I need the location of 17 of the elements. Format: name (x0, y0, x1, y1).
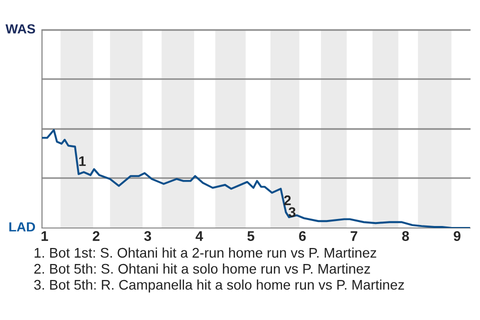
text: WAS (6, 24, 36, 34)
text: 1. Bot 1st: S. Ohtani hit a 2-run home run vs P. Martinez (34, 248, 376, 258)
text: 2. Bot 5th: S. Ohtani hit a solo home run vs P. Martinez (34, 264, 370, 274)
x-tick-label: 4 (196, 231, 204, 241)
x-tick-label: 2 (92, 231, 100, 241)
x-tick-label: 5 (247, 231, 254, 241)
x-tick-label: 7 (350, 231, 358, 241)
x-tick-label: 9 (454, 231, 460, 241)
annotation: 3 (288, 207, 296, 218)
text: 3. Bot 5th: R. Campanella hit a solo home run vs P. Martinez (34, 280, 404, 292)
annotation: 1 (79, 156, 86, 166)
x-tick-label: 1 (42, 231, 48, 241)
x-tick-label: 8 (402, 231, 409, 241)
x-tick-label: 6 (299, 231, 306, 241)
x-tick-label: 3 (144, 231, 152, 241)
annotation: 2 (284, 195, 291, 206)
text: LAD (9, 222, 36, 232)
